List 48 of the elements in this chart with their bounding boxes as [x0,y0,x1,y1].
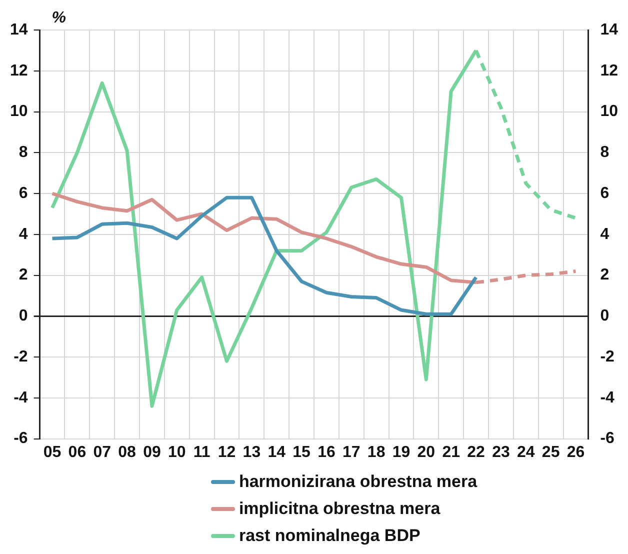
y2-tick-label: 0 [600,308,610,325]
x-tick-label: 12 [218,444,236,461]
x-tick-label: 11 [193,444,210,461]
y-tick-label: 6 [18,184,28,202]
legend-label: implicitna obrestna mera [238,498,440,518]
x-tick-label: 26 [566,444,585,461]
x-tick-label: 08 [118,444,136,461]
y2-tick-label: 10 [600,103,618,120]
y-tick-label: -2 [14,348,28,366]
y-tick-label: 8 [18,144,28,162]
x-tick-label: 24 [516,444,535,461]
y-tick-label: 4 [18,226,28,243]
x-tick-label: 18 [367,444,386,461]
legend-label: harmonizirana obrestna mera [238,472,478,492]
y-tick-label: 12 [10,62,28,80]
x-tick-label: 25 [542,444,560,461]
x-tick-label: 10 [168,444,186,461]
y-axis-title: % [52,9,66,26]
x-tick-label: 09 [143,444,161,461]
x-tick-label: 16 [318,444,336,461]
y-tick-label: -6 [14,430,28,448]
y-tick-label: 2 [18,266,28,284]
y2-tick-label: 12 [600,62,618,80]
x-tick-label: 07 [93,444,112,461]
x-tick-label: 14 [268,444,286,461]
y-tick-label: 10 [10,103,28,120]
x-tick-label: 19 [392,444,410,461]
x-tick-label: 15 [292,444,311,461]
y2-tick-label: 2 [600,266,610,284]
legend-label: rast nominalnega BDP [238,526,420,546]
x-tick-label: 13 [242,444,261,461]
x-tick-label: 22 [467,444,486,461]
x-tick-label: 17 [342,444,360,461]
x-tick-label: 06 [68,444,86,461]
x-tick-label: 20 [417,444,436,461]
y2-tick-label: 8 [600,144,610,162]
y2-tick-label: -4 [600,389,615,406]
y-tick-label: 0 [18,308,28,325]
y2-tick-label: 6 [600,184,610,202]
y2-tick-label: -6 [600,430,615,448]
x-tick-label: 23 [492,444,510,461]
x-tick-label: 21 [442,444,460,461]
y2-tick-label: 14 [600,21,618,38]
y-tick-label: 14 [10,21,28,38]
y-tick-label: -4 [14,389,28,406]
y2-tick-label: -2 [600,348,615,366]
y2-tick-label: 4 [600,226,610,243]
x-tick-label: 05 [43,444,62,461]
